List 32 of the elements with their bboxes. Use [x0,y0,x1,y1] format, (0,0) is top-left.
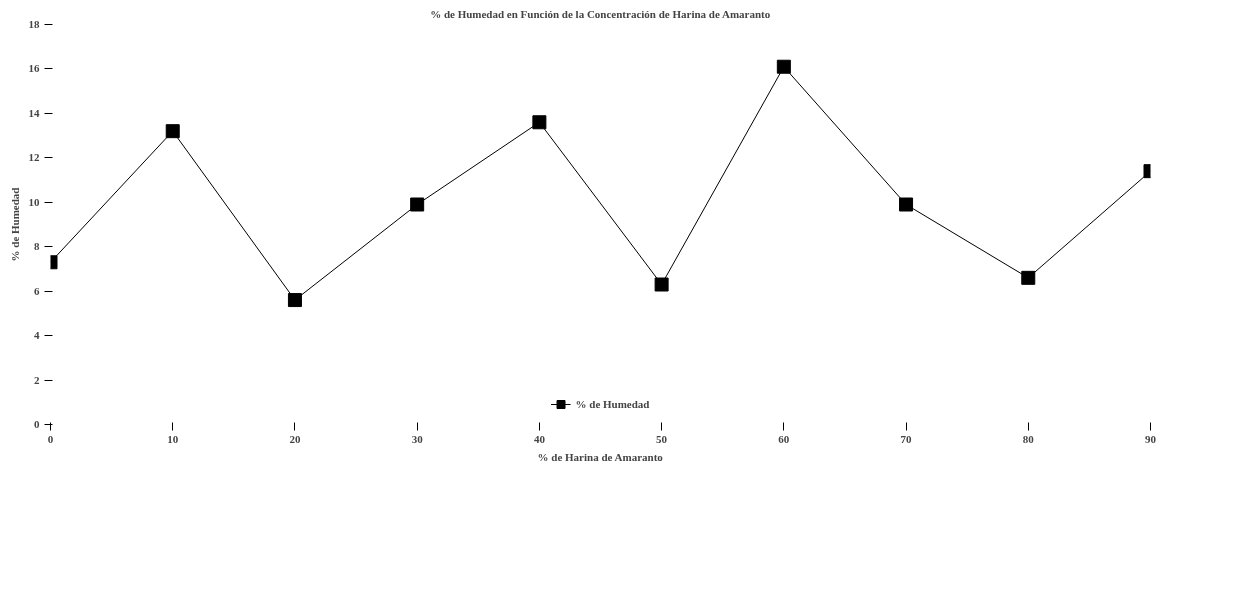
y-tick-label: 18 [28,18,40,30]
y-tick-label: 10 [28,195,40,208]
x-tick-label: 80 [1022,432,1035,445]
legend-label: % de Humedad [575,398,650,410]
point [1021,270,1036,285]
chart-title: % de Humedad en Función de la Concentración de Harina de Amaranto [430,7,771,20]
point [287,293,302,308]
y-tick-label: 16 [28,62,40,75]
x-tick-label: 10 [167,432,179,445]
x-tick-label: 70 [900,432,913,445]
x-axis-title: % de Harina de Amaranto [537,450,664,463]
y-tick-label: 8 [34,240,40,253]
x-tick-label: 60 [778,432,790,445]
point [532,115,547,130]
point [654,277,669,292]
point [776,59,791,74]
y-tick-label: 0 [34,418,40,430]
y-tick-label: 14 [28,106,40,119]
x-tick-label: 30 [411,432,424,445]
x-tick-label: 50 [656,432,668,445]
y-tick-label: 4 [34,329,40,342]
y-axis-title: % de Humedad [8,187,21,262]
y-tick-label: 6 [34,284,40,297]
x-tick-label: 20 [289,432,301,445]
point [410,197,425,212]
point [165,124,180,139]
y-tick-label: 12 [28,151,40,164]
y-tick-label: 2 [34,373,40,386]
x-tick-label: 0 [47,432,54,445]
x-tick-label: 90 [1145,432,1157,445]
x-tick-label: 40 [533,432,546,445]
point [899,197,914,212]
